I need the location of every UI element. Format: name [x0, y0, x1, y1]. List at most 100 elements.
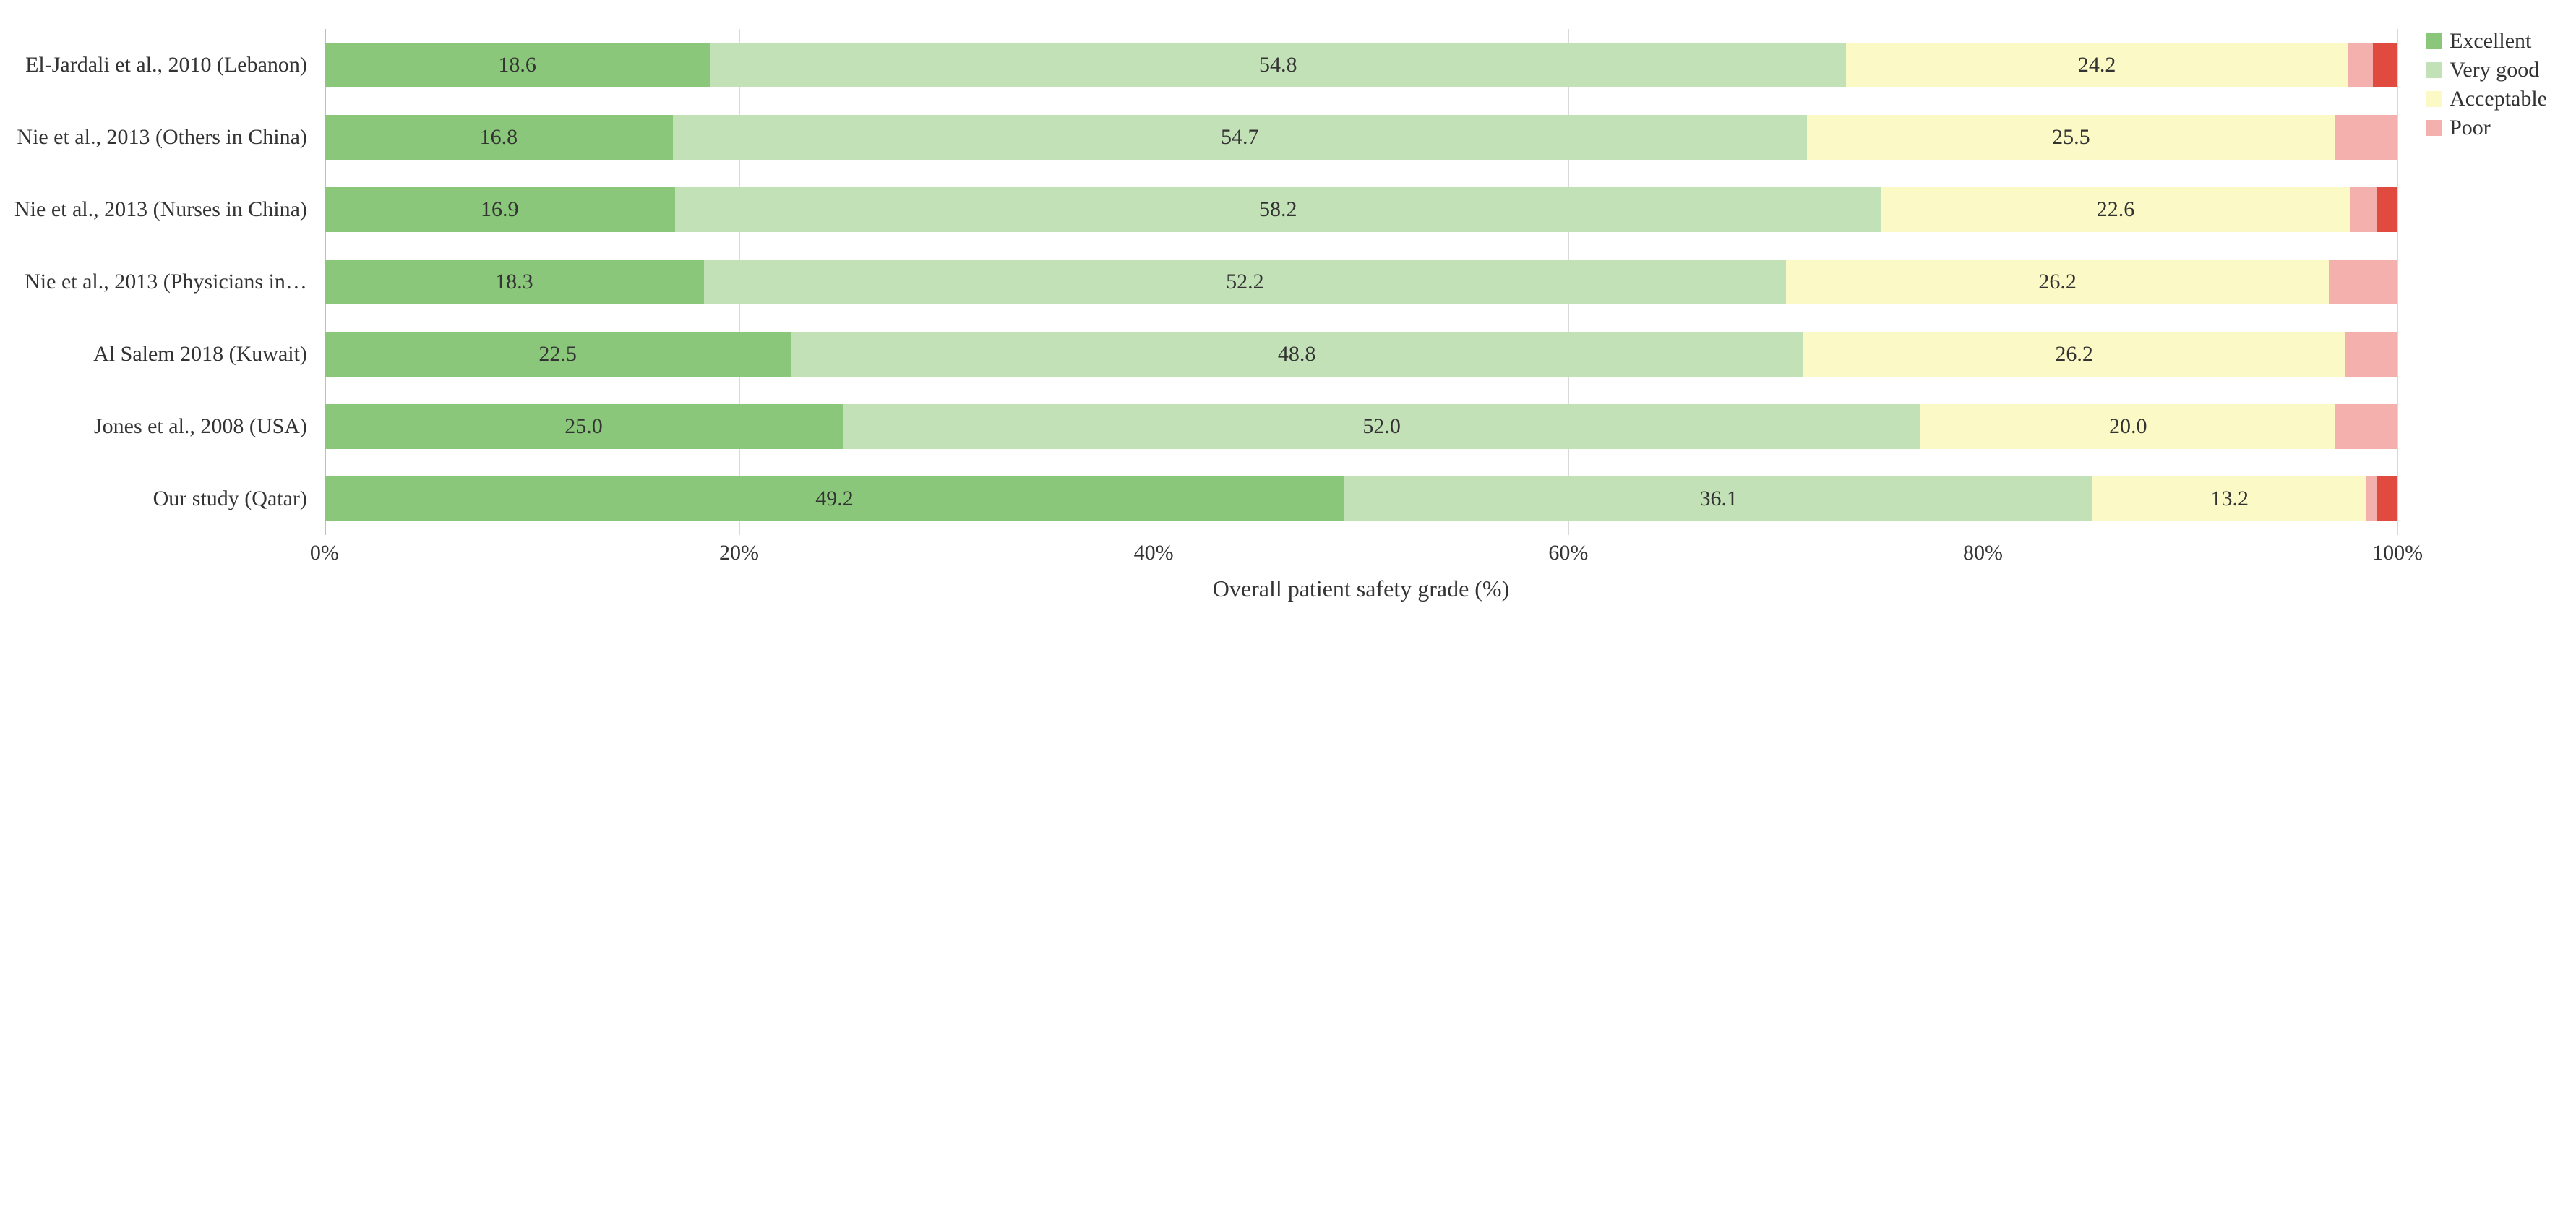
bar-value-label: 25.0 — [564, 414, 603, 439]
bar-row: 18.3 52.2 26.2 — [325, 246, 2397, 318]
bar-value-label: 49.2 — [815, 487, 854, 511]
legend-item-poor: Poor — [2426, 116, 2547, 140]
bar-value-label: 26.2 — [2038, 270, 2077, 294]
bar-track: 22.5 48.8 26.2 — [325, 332, 2397, 377]
bar-value-label: 36.1 — [1699, 487, 1738, 511]
bar-segment-very_good: 48.8 — [791, 332, 1803, 377]
bar-segment-very_good: 58.2 — [675, 187, 1881, 232]
bar-value-label: 25.5 — [2052, 125, 2090, 150]
bar-segment-acceptable: 26.2 — [1803, 332, 2345, 377]
x-axis: Overall patient safety grade (%) 0%20%40… — [325, 541, 2397, 606]
bar-segment-failing — [2377, 476, 2397, 521]
bar-track: 18.6 54.8 24.2 — [325, 43, 2397, 87]
bar-row: 16.9 58.2 22.6 — [325, 174, 2397, 246]
bar-value-label: 18.3 — [495, 270, 533, 294]
bar-segment-very_good: 54.7 — [673, 115, 1807, 160]
bar-value-label: 16.8 — [480, 125, 518, 150]
x-axis-tick: 80% — [1963, 541, 2003, 565]
x-axis-tick: 100% — [2372, 541, 2423, 565]
x-axis-tick: 40% — [1134, 541, 1174, 565]
bar-segment-acceptable: 24.2 — [1846, 43, 2348, 87]
legend-label: Excellent — [2450, 29, 2531, 54]
legend-item-very_good: Very good — [2426, 58, 2547, 82]
bar-segment-excellent: 18.6 — [325, 43, 710, 87]
bar-value-label: 54.7 — [1221, 125, 1259, 150]
legend-swatch-icon — [2426, 91, 2442, 107]
chart-body: El-Jardali et al., 2010 (Lebanon)Nie et … — [14, 29, 2547, 606]
bar-segment-excellent: 16.9 — [325, 187, 675, 232]
legend-swatch-icon — [2426, 33, 2442, 49]
bar-segment-poor — [2329, 260, 2397, 304]
bar-segment-poor — [2366, 476, 2377, 521]
bar-row: 22.5 48.8 26.2 — [325, 318, 2397, 390]
bar-track: 18.3 52.2 26.2 — [325, 260, 2397, 304]
bar-track: 16.8 54.7 25.5 — [325, 115, 2397, 160]
bar-segment-excellent: 49.2 — [325, 476, 1344, 521]
x-axis-tick: 60% — [1548, 541, 1588, 565]
bar-segment-poor — [2350, 187, 2377, 232]
bar-segment-excellent: 18.3 — [325, 260, 704, 304]
bar-track: 49.2 36.1 13.2 — [325, 476, 2397, 521]
bar-segment-excellent: 16.8 — [325, 115, 673, 160]
bar-value-label: 54.8 — [1259, 53, 1297, 77]
bar-segment-very_good: 52.2 — [704, 260, 1786, 304]
y-axis-label: Nie et al., 2013 (Nurses in China) — [14, 174, 307, 246]
y-axis-label: El-Jardali et al., 2010 (Lebanon) — [14, 29, 307, 101]
bar-track: 25.0 52.0 20.0 — [325, 404, 2397, 449]
bar-segment-very_good: 36.1 — [1344, 476, 2092, 521]
bar-row: 16.8 54.7 25.5 — [325, 101, 2397, 174]
plot-column: 18.6 54.8 24.2 16.8 54.7 25.5 16.9 58.2 22.6 18.3… — [325, 29, 2397, 606]
legend-label: Poor — [2450, 116, 2491, 140]
legend-label: Acceptable — [2450, 87, 2547, 111]
bar-value-label: 58.2 — [1259, 197, 1297, 222]
x-axis-title: Overall patient safety grade (%) — [1213, 575, 1509, 602]
legend-swatch-icon — [2426, 62, 2442, 78]
bar-segment-acceptable: 22.6 — [1881, 187, 2350, 232]
bar-segment-acceptable: 26.2 — [1786, 260, 2329, 304]
bar-segment-acceptable: 20.0 — [1920, 404, 2335, 449]
bar-value-label: 24.2 — [2078, 53, 2116, 77]
bars-layer: 18.6 54.8 24.2 16.8 54.7 25.5 16.9 58.2 22.6 18.3… — [325, 29, 2397, 535]
y-axis-label: Jones et al., 2008 (USA) — [14, 390, 307, 463]
legend-label: Very good — [2450, 58, 2539, 82]
bar-row: 25.0 52.0 20.0 — [325, 390, 2397, 463]
legend-swatch-icon — [2426, 120, 2442, 136]
bar-value-label: 22.5 — [538, 342, 577, 367]
y-axis-labels: El-Jardali et al., 2010 (Lebanon)Nie et … — [14, 29, 325, 535]
bar-value-label: 18.6 — [498, 53, 536, 77]
patient-safety-grade-chart: El-Jardali et al., 2010 (Lebanon)Nie et … — [14, 29, 2547, 606]
bar-segment-poor — [2345, 332, 2397, 377]
bar-track: 16.9 58.2 22.6 — [325, 187, 2397, 232]
bar-segment-poor — [2335, 404, 2397, 449]
bar-segment-acceptable: 25.5 — [1807, 115, 2335, 160]
bar-value-label: 13.2 — [2210, 487, 2249, 511]
bar-segment-poor — [2348, 43, 2372, 87]
y-axis-label: Nie et al., 2013 (Others in China) — [14, 101, 307, 174]
gridline — [2397, 29, 2398, 535]
y-axis-label: Our study (Qatar) — [14, 463, 307, 535]
bar-segment-failing — [2373, 43, 2397, 87]
bar-segment-acceptable: 13.2 — [2092, 476, 2366, 521]
legend-item-excellent: Excellent — [2426, 29, 2547, 54]
x-axis-tick: 20% — [719, 541, 759, 565]
bar-segment-excellent: 22.5 — [325, 332, 791, 377]
bar-value-label: 52.2 — [1226, 270, 1264, 294]
y-axis-label: Al Salem 2018 (Kuwait) — [14, 318, 307, 390]
bar-segment-poor — [2335, 115, 2397, 160]
bar-value-label: 16.9 — [481, 197, 519, 222]
bar-value-label: 22.6 — [2097, 197, 2135, 222]
y-axis-label: Nie et al., 2013 (Physicians in… — [14, 246, 307, 318]
x-axis-tick: 0% — [310, 541, 339, 565]
plot-area: 18.6 54.8 24.2 16.8 54.7 25.5 16.9 58.2 22.6 18.3… — [325, 29, 2397, 535]
bar-segment-excellent: 25.0 — [325, 404, 843, 449]
bar-segment-very_good: 52.0 — [843, 404, 1920, 449]
legend-item-acceptable: Acceptable — [2426, 87, 2547, 111]
legend: Excellent Very good Acceptable Poor — [2397, 29, 2547, 140]
bar-value-label: 20.0 — [2109, 414, 2147, 439]
bar-segment-very_good: 54.8 — [710, 43, 1846, 87]
bar-value-label: 52.0 — [1362, 414, 1401, 439]
bar-value-label: 26.2 — [2055, 342, 2093, 367]
bar-row: 18.6 54.8 24.2 — [325, 29, 2397, 101]
bar-value-label: 48.8 — [1278, 342, 1316, 367]
bar-row: 49.2 36.1 13.2 — [325, 463, 2397, 535]
